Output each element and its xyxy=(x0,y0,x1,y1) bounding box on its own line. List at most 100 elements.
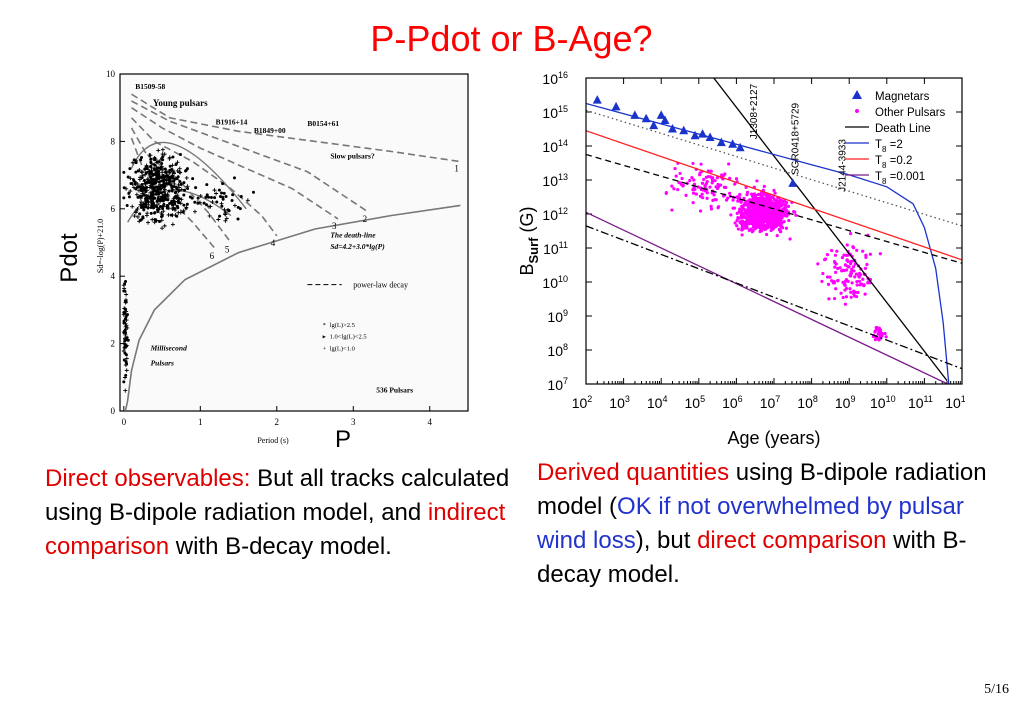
pulsar-point xyxy=(768,197,773,201)
data-point xyxy=(122,196,126,200)
track-3 xyxy=(131,107,339,220)
source-annotation: J2144-3933 xyxy=(837,139,848,192)
data-point xyxy=(149,157,153,161)
pulsar-point xyxy=(820,279,824,284)
data-point xyxy=(124,292,129,297)
data-point xyxy=(170,174,174,178)
pulsar-point xyxy=(784,200,789,205)
pulsar-point xyxy=(741,212,745,216)
pulsar-point xyxy=(749,221,753,226)
data-point xyxy=(218,194,222,198)
data-point xyxy=(166,193,171,198)
pulsar-point xyxy=(692,191,696,195)
pulsar-point xyxy=(754,209,758,213)
y-tick-label: 1011 xyxy=(543,240,568,257)
x-tick-label: 2 xyxy=(275,417,280,427)
pulsar-point xyxy=(759,218,763,222)
data-point xyxy=(152,156,157,161)
data-point xyxy=(159,164,164,169)
pulsar-point xyxy=(774,214,779,219)
data-point xyxy=(196,201,200,205)
annotation: The death-line xyxy=(330,230,376,239)
data-point xyxy=(186,186,190,190)
pulsar-point xyxy=(861,277,865,281)
pulsar-point xyxy=(748,203,753,207)
data-point xyxy=(184,205,189,210)
data-point xyxy=(140,156,144,160)
data-point xyxy=(149,160,153,164)
y-tick-label: 1010 xyxy=(542,274,568,291)
data-point xyxy=(124,353,128,357)
pulsar-point xyxy=(757,200,761,205)
data-point xyxy=(148,153,153,158)
data-point xyxy=(154,171,158,175)
pulsar-point xyxy=(764,232,769,237)
data-point xyxy=(157,182,162,187)
data-point xyxy=(123,282,127,286)
data-point xyxy=(159,198,163,202)
data-point xyxy=(161,207,165,211)
pulsar-point xyxy=(849,274,853,278)
pulsar-point xyxy=(738,207,742,211)
pulsar-point xyxy=(741,227,745,231)
pulsar-point xyxy=(771,205,775,209)
pulsar-point xyxy=(768,194,772,199)
data-point xyxy=(226,208,230,212)
pulsar-point xyxy=(828,275,832,279)
pulsar-point xyxy=(784,213,788,217)
pulsar-point xyxy=(703,189,707,193)
pulsar-point xyxy=(766,209,770,213)
pulsar-point xyxy=(710,178,715,183)
pulsar-point xyxy=(774,211,778,215)
magnetar-point xyxy=(592,95,602,104)
pulsar-point xyxy=(832,279,836,284)
pulsar-point xyxy=(762,202,766,206)
pulsar-point xyxy=(745,226,749,230)
data-point xyxy=(159,191,163,195)
pulsar-point xyxy=(727,162,731,166)
line-t8-2 xyxy=(586,102,950,384)
legend-label: power-law decay xyxy=(353,281,408,290)
data-point xyxy=(145,194,149,198)
data-point xyxy=(150,217,155,222)
pulsar-point xyxy=(704,182,708,186)
pulsar-point xyxy=(777,205,782,209)
left-caption-part1: Direct observables: xyxy=(45,465,251,492)
x-tick-label: 105 xyxy=(685,394,706,411)
pulsar-point xyxy=(761,198,766,203)
pulsar-point xyxy=(774,198,779,203)
data-point xyxy=(181,208,186,213)
magnetar-point xyxy=(690,130,700,140)
data-point xyxy=(124,279,128,283)
data-point xyxy=(141,216,145,220)
pulsar-point xyxy=(854,272,859,276)
data-point xyxy=(149,211,153,215)
pulsar-point xyxy=(849,271,854,276)
pulsar-point xyxy=(851,265,856,269)
data-point xyxy=(208,204,213,209)
pulsar-point xyxy=(843,288,847,292)
data-point xyxy=(146,202,151,207)
data-point xyxy=(153,163,157,167)
pulsar-point xyxy=(861,249,865,253)
pulsar-point xyxy=(684,193,688,197)
y-tick-label: 4 xyxy=(111,271,116,281)
data-point xyxy=(128,176,133,181)
pulsar-point xyxy=(778,228,782,232)
data-point xyxy=(179,182,183,186)
data-point xyxy=(126,175,130,179)
legend-symbol: + xyxy=(323,345,327,352)
data-point xyxy=(212,188,217,193)
pulsar-point xyxy=(757,198,761,202)
data-point xyxy=(123,324,128,329)
magnetar-point xyxy=(728,139,738,148)
data-point xyxy=(161,158,165,162)
data-point xyxy=(154,218,159,223)
pulsar-point xyxy=(857,279,862,283)
data-point xyxy=(221,182,225,186)
page-number: 5/16 xyxy=(984,682,1009,697)
data-point xyxy=(122,321,126,325)
pulsar-point xyxy=(853,275,857,279)
data-point xyxy=(202,201,206,205)
data-point xyxy=(157,220,161,224)
